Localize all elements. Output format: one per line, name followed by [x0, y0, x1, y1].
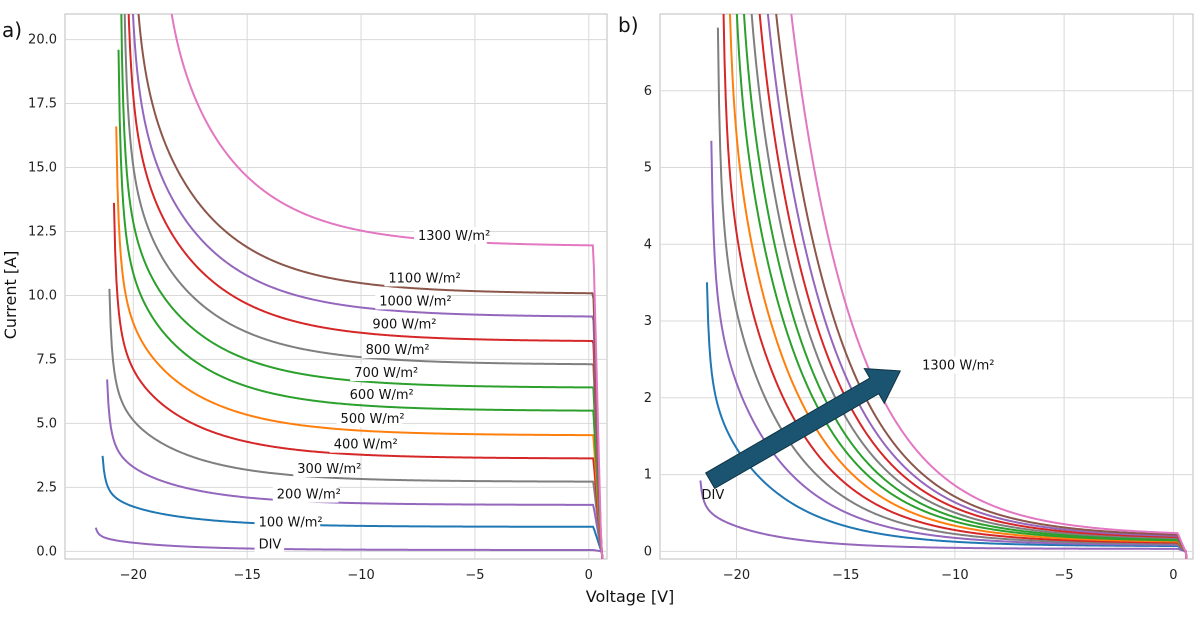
y-tick-label: 5.0 — [36, 416, 57, 431]
arrow-labels-b: DIV 1300 W/m² — [702, 356, 994, 503]
series-line — [710, 140, 1188, 559]
series-line — [170, 14, 604, 559]
curve-label: 900 W/m² — [372, 317, 436, 332]
series-line — [775, 14, 1188, 559]
curve-label: 500 W/m² — [341, 412, 405, 427]
x-tick-label: −20 — [120, 568, 147, 583]
x-tick-label: −15 — [233, 568, 260, 583]
x-tick-label: −10 — [941, 568, 968, 583]
series-line — [705, 282, 1188, 559]
series-line — [137, 14, 604, 559]
curve-label-bg — [384, 269, 458, 287]
curve-label-bg — [254, 513, 321, 531]
curves-a — [94, 14, 604, 559]
curve-label-bg — [254, 535, 285, 553]
y-tick-label: 17.5 — [28, 97, 57, 112]
y-tick-label: 1 — [644, 468, 652, 483]
x-tick-label: −10 — [347, 568, 374, 583]
series-line — [127, 14, 604, 559]
curve-label-bg — [272, 485, 339, 503]
curve-label: 100 W/m² — [259, 516, 323, 531]
series-line — [735, 14, 1188, 559]
series-line — [750, 14, 1188, 559]
curve-label: DIV — [259, 537, 282, 552]
y-tick-label: 4 — [644, 237, 652, 252]
curves-b — [699, 14, 1188, 559]
y-tick-label: 6 — [644, 84, 652, 99]
y-tick-label: 0 — [644, 544, 652, 559]
series-line — [101, 455, 604, 559]
series-line — [766, 14, 1188, 559]
series-line — [115, 126, 604, 559]
series-line — [743, 14, 1188, 559]
curve-label-bg — [350, 364, 416, 382]
arrow-end-label-bg — [918, 356, 991, 374]
arrow-start-label: DIV — [702, 488, 725, 503]
curve-label: 800 W/m² — [366, 343, 430, 358]
y-tick-label: 5 — [644, 161, 652, 176]
y-tick-label: 15.0 — [28, 161, 57, 176]
series-line — [94, 527, 604, 559]
series-line — [758, 14, 1188, 559]
y-tick-label: 12.5 — [28, 224, 57, 239]
x-tick-label: 0 — [1169, 568, 1177, 583]
tick-labels-a: −20 −15 −10 −5 0 0.0 2.5 5.0 7.5 10.0 12.5 15.0 17.5… — [28, 33, 593, 583]
curve-label-bg — [345, 385, 412, 403]
panel-b: DIV 1300 W/m² −20 −15 −10 −5 0 0 1 2 3 4 5 6 b) — [618, 13, 1194, 583]
y-tick-label: 3 — [644, 314, 652, 329]
curve-label-bg — [361, 341, 428, 359]
x-axis-label: Voltage [V] — [586, 587, 675, 606]
curve-label: 200 W/m² — [277, 488, 341, 503]
curve-label: 1100 W/m² — [388, 271, 460, 286]
x-tick-label: 0 — [585, 568, 593, 583]
tick-labels-b: −20 −15 −10 −5 0 0 1 2 3 4 5 6 — [644, 84, 1178, 583]
series-line — [716, 27, 1188, 559]
curve-label: 1000 W/m² — [379, 294, 451, 309]
y-tick-label: 10.0 — [28, 288, 57, 303]
series-line — [120, 14, 604, 559]
curve-label: 1300 W/m² — [418, 229, 490, 244]
x-tick-label: −5 — [465, 568, 484, 583]
curve-label-bg — [329, 435, 396, 453]
curve-label: 600 W/m² — [350, 388, 414, 403]
curve-labels-a: DIV 100 W/m² 200 W/m² 300 W/m² 400 W/m² 500 W… — [254, 227, 490, 553]
x-tick-label: −15 — [832, 568, 859, 583]
y-tick-label: 20.0 — [28, 33, 57, 48]
y-tick-label: 2 — [644, 391, 652, 406]
series-line — [112, 202, 604, 559]
series-line — [117, 49, 604, 559]
curve-label: 700 W/m² — [354, 366, 418, 381]
panel-a: DIV 100 W/m² 200 W/m² 300 W/m² 400 W/m² 500 W… — [1, 13, 608, 583]
y-axis-label-a: Current [A] — [1, 251, 20, 340]
x-tick-label: −20 — [723, 568, 750, 583]
curve-label: 400 W/m² — [334, 438, 398, 453]
series-line — [106, 379, 604, 559]
irradiance-arrow — [705, 368, 902, 490]
y-tick-label: 0.0 — [36, 544, 57, 559]
y-tick-label: 7.5 — [36, 352, 57, 367]
panel-label-a: a) — [2, 18, 22, 42]
series-line — [790, 14, 1188, 559]
curve-label-bg — [293, 460, 359, 478]
panel-label-b: b) — [618, 13, 639, 37]
series-line — [699, 480, 1188, 559]
irradiance-arrow-shape — [705, 368, 902, 490]
curve-label-bg — [375, 292, 449, 310]
series-line — [108, 288, 604, 559]
curve-label-bg — [336, 410, 403, 428]
curve-label-bg — [413, 227, 487, 245]
curve-label-bg — [368, 315, 435, 333]
arrow-end-label: 1300 W/m² — [922, 359, 994, 374]
series-line — [728, 14, 1188, 559]
series-line — [131, 14, 604, 559]
y-tick-label: 2.5 — [36, 480, 57, 495]
x-tick-label: −5 — [1055, 568, 1074, 583]
curve-label: 300 W/m² — [297, 462, 361, 477]
